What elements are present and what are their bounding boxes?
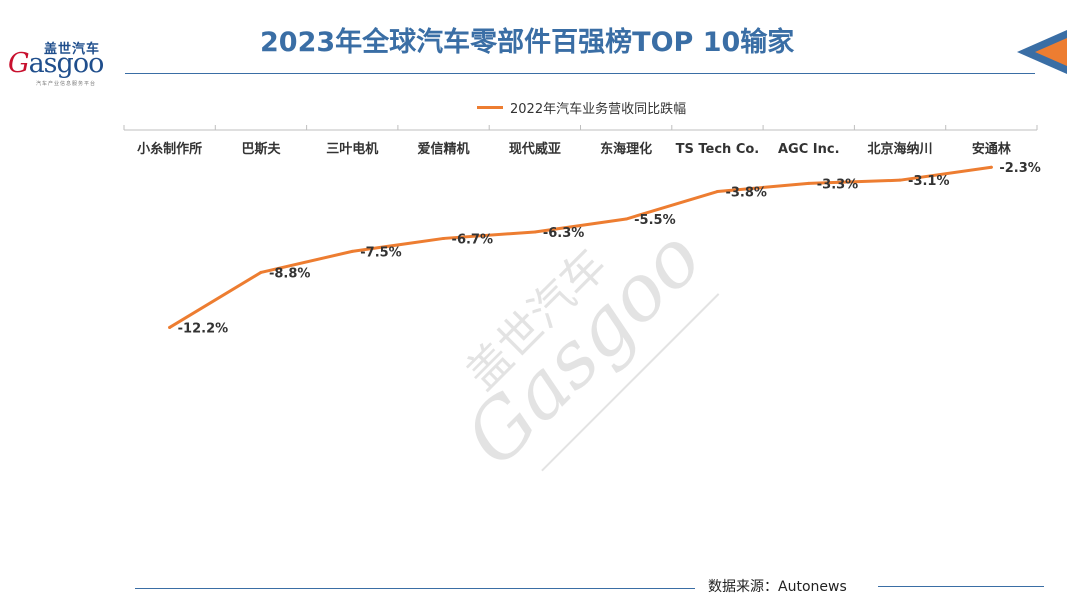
data-label: -3.8% (725, 186, 766, 201)
data-label: -3.3% (817, 177, 858, 192)
x-tick-label: 巴斯夫 (241, 141, 281, 157)
data-point (715, 190, 719, 194)
data-point (350, 249, 354, 253)
x-tick-label: TS Tech Co. (676, 142, 760, 157)
header-divider (125, 73, 1035, 74)
data-label: -6.7% (452, 232, 493, 247)
logo-chinese-name: 盖世汽车 (44, 42, 101, 57)
data-label: -6.3% (543, 226, 584, 241)
data-point (259, 270, 263, 274)
legend-swatch (477, 106, 503, 109)
x-tick-label: 三叶电机 (326, 141, 378, 157)
footer-divider-left (135, 588, 695, 589)
data-label: -5.5% (634, 213, 675, 228)
x-tick-label: 北京海纳川 (868, 141, 933, 157)
x-tick-label: AGC Inc. (778, 142, 840, 157)
data-label: -7.5% (360, 245, 401, 260)
data-source: 数据来源：Autonews (708, 579, 847, 595)
legend-label: 2022年汽车业务营收同比跌幅 (510, 102, 687, 117)
data-point (168, 325, 172, 329)
x-tick-label: 爱信精机 (418, 141, 470, 157)
x-tick-label: 安通林 (972, 141, 1011, 157)
corner-arrow-icon (1017, 30, 1067, 74)
x-tick-label: 现代威亚 (509, 141, 561, 157)
logo-english-name: Gasgoo (8, 48, 104, 79)
gasgoo-logo: 盖世汽车 Gasgoo 汽车产业信息服务平台 (6, 38, 121, 88)
series-line (168, 165, 993, 329)
data-point (624, 217, 628, 221)
data-point (442, 236, 446, 240)
data-label: -3.1% (908, 174, 949, 189)
x-tick-label: 小糸制作所 (137, 141, 202, 157)
data-point (989, 165, 993, 169)
x-tick-label: 东海理化 (600, 141, 652, 157)
footer-divider-right (878, 586, 1044, 587)
data-label: -2.3% (999, 161, 1040, 176)
data-point (898, 178, 902, 182)
data-point (807, 181, 811, 185)
data-point (533, 230, 537, 234)
data-label: -12.2% (178, 321, 229, 336)
logo-tagline: 汽车产业信息服务平台 (36, 81, 97, 87)
data-label: -8.8% (269, 266, 310, 281)
page-title: 2023年全球汽车零部件百强榜TOP 10输家 (260, 27, 795, 58)
